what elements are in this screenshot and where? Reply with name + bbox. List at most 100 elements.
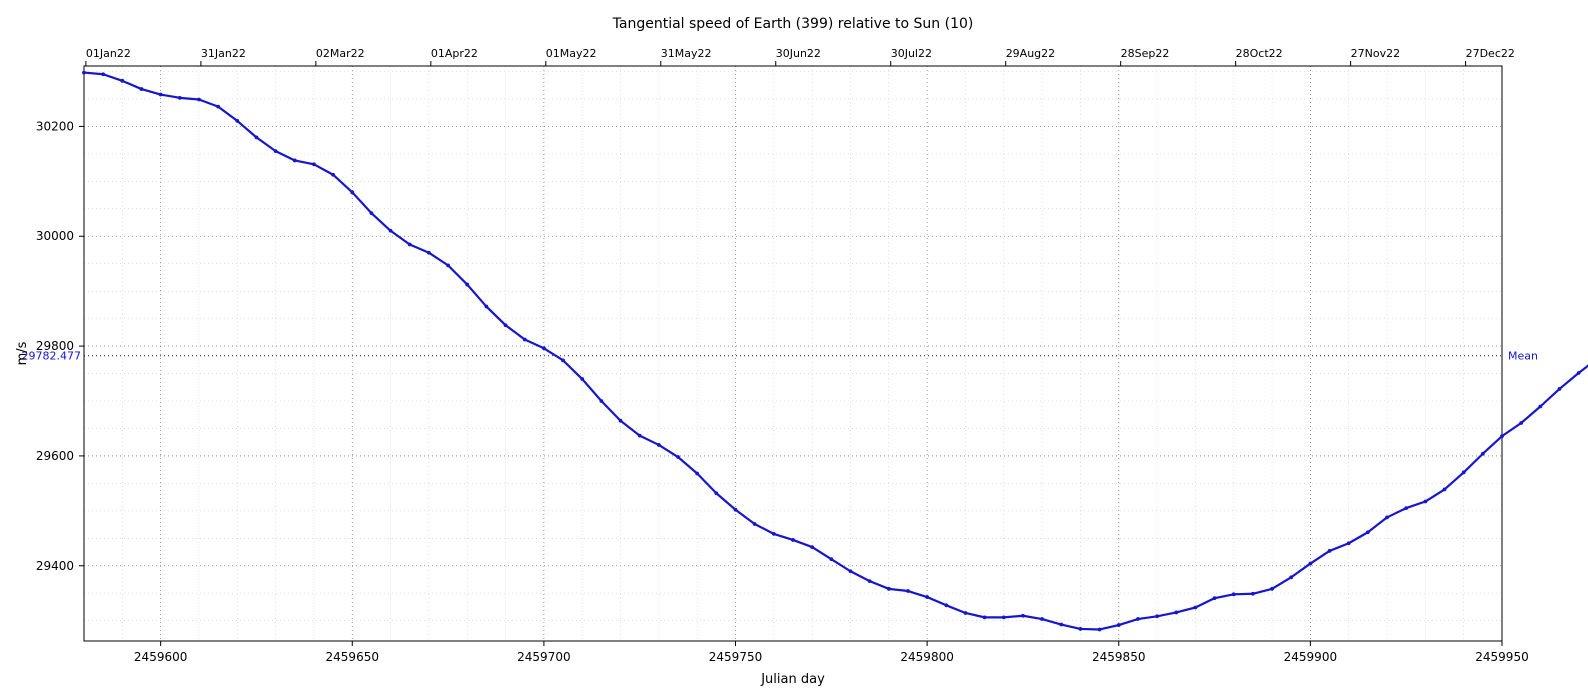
series-marker <box>1155 614 1159 618</box>
series-marker <box>1481 452 1485 456</box>
series-marker <box>350 190 354 194</box>
series-marker <box>1328 549 1332 553</box>
x-tick-label: 2459800 <box>900 650 953 664</box>
y-tick-label: 29400 <box>36 559 74 573</box>
series-marker <box>542 346 546 350</box>
series-marker <box>599 399 603 403</box>
series-marker <box>1059 623 1063 627</box>
x-tick-label: 2459600 <box>134 650 187 664</box>
series-marker <box>1270 587 1274 591</box>
top-date-label: 30Jun22 <box>776 47 821 60</box>
series-marker <box>504 323 508 327</box>
series-marker <box>1308 562 1312 566</box>
top-date-label: 28Sep22 <box>1121 47 1170 60</box>
top-date-label: 02Mar22 <box>316 47 365 60</box>
top-date-label: 01May22 <box>546 47 597 60</box>
series-marker <box>964 611 968 615</box>
y-tick-label: 30200 <box>36 119 74 133</box>
series-marker <box>140 87 144 91</box>
series-marker <box>1232 592 1236 596</box>
series-marker <box>1040 617 1044 621</box>
y-tick-label: 29600 <box>36 449 74 463</box>
top-date-label: 31Jan22 <box>201 47 246 60</box>
series-marker <box>1136 617 1140 621</box>
series-marker <box>408 243 412 247</box>
series-marker <box>734 508 738 512</box>
series-marker <box>427 251 431 255</box>
top-date-label: 29Aug22 <box>1006 47 1055 60</box>
series-marker <box>638 434 642 438</box>
series-marker <box>983 615 987 619</box>
x-tick-label: 2459700 <box>517 650 570 664</box>
series-marker <box>312 162 316 166</box>
series-marker <box>1117 623 1121 627</box>
series-marker <box>178 96 182 100</box>
series-marker <box>561 358 565 362</box>
series-marker <box>255 135 259 139</box>
series-marker <box>829 557 833 561</box>
series-marker <box>1577 371 1581 375</box>
top-date-label: 01Jan22 <box>86 47 131 60</box>
series-marker <box>676 455 680 459</box>
y-axis-label: m/s <box>15 341 30 365</box>
series-marker <box>1213 596 1217 600</box>
chart-bg <box>0 0 1588 689</box>
series-marker <box>274 149 278 153</box>
mean-right-label: Mean <box>1508 350 1538 363</box>
series-marker <box>1404 506 1408 510</box>
series-marker <box>1174 611 1178 615</box>
series-marker <box>1002 615 1006 619</box>
series-marker <box>101 72 105 76</box>
series-marker <box>849 569 853 573</box>
series-marker <box>485 305 489 309</box>
series-marker <box>753 522 757 526</box>
series-marker <box>216 105 220 109</box>
series-marker <box>1347 541 1351 545</box>
x-axis-label: Julian day <box>760 672 825 687</box>
series-marker <box>1500 434 1504 438</box>
series-marker <box>1558 387 1562 391</box>
series-marker <box>1079 627 1083 631</box>
top-date-label: 01Apr22 <box>431 47 478 60</box>
x-tick-label: 2459650 <box>326 650 379 664</box>
series-marker <box>523 338 527 342</box>
series-marker <box>1194 606 1198 610</box>
series-marker <box>1251 592 1255 596</box>
series-marker <box>120 79 124 83</box>
top-date-label: 31May22 <box>661 47 712 60</box>
series-marker <box>791 538 795 542</box>
top-date-label: 27Nov22 <box>1351 47 1400 60</box>
series-marker <box>1462 470 1466 474</box>
series-marker <box>580 377 584 381</box>
top-date-label: 28Oct22 <box>1236 47 1283 60</box>
series-marker <box>370 211 374 215</box>
series-marker <box>331 173 335 177</box>
top-date-label: 27Dec22 <box>1466 47 1515 60</box>
x-tick-label: 2459950 <box>1475 650 1528 664</box>
series-marker <box>810 545 814 549</box>
series-marker <box>695 472 699 476</box>
series-marker <box>925 595 929 599</box>
series-marker <box>1443 488 1447 492</box>
y-tick-label: 29800 <box>36 339 74 353</box>
series-marker <box>1366 530 1370 534</box>
series-marker <box>293 159 297 163</box>
top-date-label: 30Jul22 <box>891 47 932 60</box>
series-marker <box>1021 614 1025 618</box>
series-marker <box>1289 575 1293 579</box>
series-marker <box>657 443 661 447</box>
series-marker <box>159 93 163 97</box>
series-marker <box>446 263 450 267</box>
series-marker <box>82 71 86 75</box>
line-chart: 29782.477Mean245960024596502459700245975… <box>0 0 1588 689</box>
series-marker <box>772 532 776 536</box>
series-marker <box>619 419 623 423</box>
series-marker <box>714 491 718 495</box>
x-tick-label: 2459750 <box>709 650 762 664</box>
series-marker <box>389 229 393 233</box>
series-marker <box>1538 405 1542 409</box>
series-marker <box>1385 516 1389 520</box>
y-tick-label: 30000 <box>36 229 74 243</box>
series-marker <box>906 589 910 593</box>
chart-title: Tangential speed of Earth (399) relative… <box>612 16 974 32</box>
